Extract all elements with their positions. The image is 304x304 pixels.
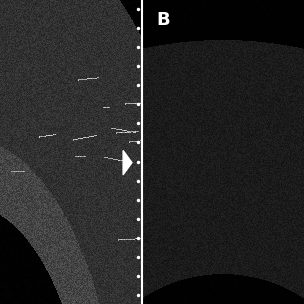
Text: B: B [157, 11, 170, 29]
Polygon shape [123, 150, 132, 175]
